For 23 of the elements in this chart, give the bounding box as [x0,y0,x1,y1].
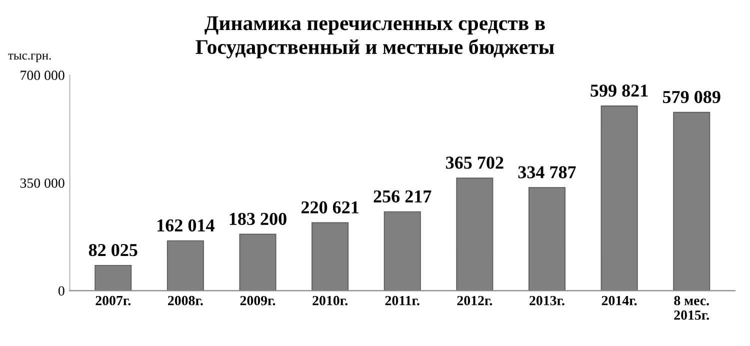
x-tick-label: 2008г. [168,296,203,306]
data-label: 256 217 [374,190,432,203]
x-tick-label: 2007г. [96,296,131,306]
x-tick-label: 2012г. [457,296,492,306]
y-tick-label: 0 [58,286,64,296]
y-axis-title: тыс.грн. [8,54,51,62]
x-tick-label: 2009г. [240,296,276,306]
data-label: 220 621 [301,201,358,214]
chart-title: Динамика перечисленных средств в Государственный и местные бюджеты [196,16,554,58]
x-tick-label: 8 мес. 2015г. [674,296,709,320]
data-label: 365 702 [446,156,504,169]
x-tick-label: 2014г. [602,296,637,306]
data-label: 334 787 [518,166,576,178]
data-label: 599 821 [590,84,648,97]
data-label: 183 200 [230,212,286,225]
data-label: 162 014 [158,219,214,232]
y-tick-label: 700 000 [20,70,64,80]
x-tick-label: 2011г. [385,296,420,306]
x-tick-label: 2010г. [312,296,348,306]
x-tick-label: 2013г. [530,296,564,306]
data-label: 579 089 [662,90,720,104]
y-tick-label: 350 000 [20,178,64,188]
data-label: 82 025 [88,244,138,256]
